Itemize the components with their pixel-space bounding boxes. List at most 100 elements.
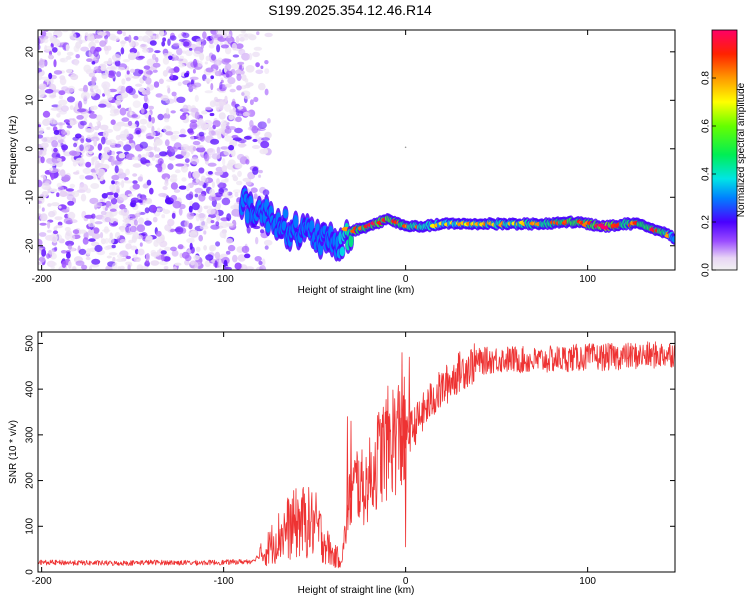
noise-blob bbox=[139, 141, 148, 149]
noise-blob bbox=[99, 232, 104, 239]
noise-blob bbox=[224, 127, 232, 134]
noise-blob bbox=[235, 110, 245, 117]
noise-blob bbox=[97, 143, 103, 151]
noise-blob bbox=[231, 42, 237, 51]
noise-blob bbox=[99, 124, 109, 131]
noise-blob bbox=[198, 131, 205, 137]
noise-blob bbox=[192, 58, 198, 68]
noise-blob bbox=[241, 245, 250, 254]
noise-blob bbox=[169, 146, 178, 153]
noise-blob bbox=[146, 121, 153, 129]
noise-blob bbox=[106, 255, 112, 259]
noise-blob bbox=[216, 146, 221, 154]
snr-x-ticks: -200 -100 0 100 bbox=[32, 332, 596, 587]
noise-blob bbox=[144, 207, 150, 214]
ridge-band bbox=[245, 208, 251, 224]
noise-blob bbox=[80, 120, 87, 126]
noise-blob bbox=[84, 175, 94, 180]
noise-blob bbox=[260, 229, 265, 234]
noise-blob bbox=[164, 180, 169, 187]
noise-blob bbox=[255, 62, 260, 68]
noise-blob bbox=[210, 75, 214, 80]
noise-blob bbox=[261, 137, 270, 141]
noise-blob bbox=[214, 260, 218, 269]
noise-blob bbox=[83, 64, 91, 73]
noise-blob bbox=[221, 165, 227, 173]
noise-blob bbox=[117, 168, 124, 174]
spectrogram-y-label: Frequency (Hz) bbox=[8, 116, 19, 185]
noise-blob bbox=[224, 46, 232, 55]
noise-blob bbox=[245, 266, 254, 270]
noise-blob bbox=[109, 113, 118, 117]
noise-blob bbox=[113, 192, 119, 199]
noise-blob bbox=[132, 94, 139, 99]
noise-blob bbox=[79, 183, 89, 192]
noise-blob bbox=[160, 250, 167, 255]
noise-blob bbox=[80, 46, 89, 52]
spectrogram-x-ticks: -200 -100 0 100 bbox=[32, 30, 596, 285]
noise-blob bbox=[98, 103, 107, 108]
noise-blob bbox=[145, 77, 152, 85]
noise-blob bbox=[235, 43, 244, 49]
noise-blob bbox=[203, 245, 208, 251]
noise-blob bbox=[71, 190, 80, 198]
noise-blob bbox=[142, 183, 149, 189]
ridge-band bbox=[265, 221, 271, 233]
y-tick-label: 200 bbox=[25, 472, 36, 489]
noise-blob bbox=[163, 265, 169, 270]
noise-blob bbox=[133, 256, 142, 262]
noise-blob bbox=[94, 221, 103, 225]
noise-blob bbox=[220, 44, 229, 49]
noise-blob bbox=[243, 95, 251, 100]
noise-blob bbox=[189, 242, 193, 250]
noise-blob bbox=[181, 177, 187, 182]
noise-blob bbox=[64, 232, 71, 241]
noise-blob bbox=[150, 249, 157, 255]
noise-blob bbox=[49, 136, 58, 141]
noise-blob bbox=[72, 120, 78, 125]
noise-blob bbox=[169, 35, 177, 41]
spectrogram-noise bbox=[38, 30, 273, 270]
noise-blob bbox=[264, 68, 270, 74]
noise-blob bbox=[220, 120, 228, 125]
noise-blob bbox=[100, 210, 107, 216]
noise-blob bbox=[101, 136, 106, 145]
noise-blob bbox=[145, 70, 154, 75]
noise-blob bbox=[65, 44, 70, 52]
noise-blob bbox=[169, 178, 177, 183]
noise-blob bbox=[224, 103, 231, 112]
noise-blob bbox=[267, 118, 271, 124]
noise-blob bbox=[151, 117, 156, 124]
noise-blob bbox=[133, 219, 138, 226]
noise-blob bbox=[128, 88, 136, 96]
noise-blob bbox=[132, 183, 140, 190]
noise-blob bbox=[116, 181, 122, 186]
noise-blob bbox=[56, 122, 66, 126]
snr-series bbox=[38, 341, 675, 569]
noise-blob bbox=[140, 265, 149, 270]
noise-blob bbox=[245, 159, 250, 165]
noise-blob bbox=[216, 58, 220, 66]
noise-blob bbox=[91, 76, 97, 83]
x-tick-label: 0 bbox=[403, 274, 409, 285]
noise-blob bbox=[49, 94, 57, 98]
noise-blob bbox=[224, 135, 233, 142]
noise-blob bbox=[116, 254, 123, 259]
noise-blob bbox=[91, 213, 96, 219]
noise-blob bbox=[113, 123, 122, 132]
noise-blob bbox=[235, 35, 240, 44]
noise-blob bbox=[38, 261, 43, 265]
noise-blob bbox=[254, 255, 262, 262]
noise-blob bbox=[79, 144, 84, 152]
noise-blob bbox=[172, 130, 180, 135]
noise-blob bbox=[123, 144, 132, 152]
noise-blob bbox=[79, 174, 85, 180]
noise-blob bbox=[181, 251, 190, 259]
noise-blob bbox=[158, 260, 168, 266]
noise-blob bbox=[196, 38, 204, 42]
noise-blob bbox=[173, 66, 180, 73]
noise-blob bbox=[131, 114, 138, 118]
noise-blob bbox=[194, 94, 199, 103]
chart-title: S199.2025.354.12.46.R14 bbox=[268, 2, 432, 18]
noise-blob bbox=[41, 249, 47, 257]
